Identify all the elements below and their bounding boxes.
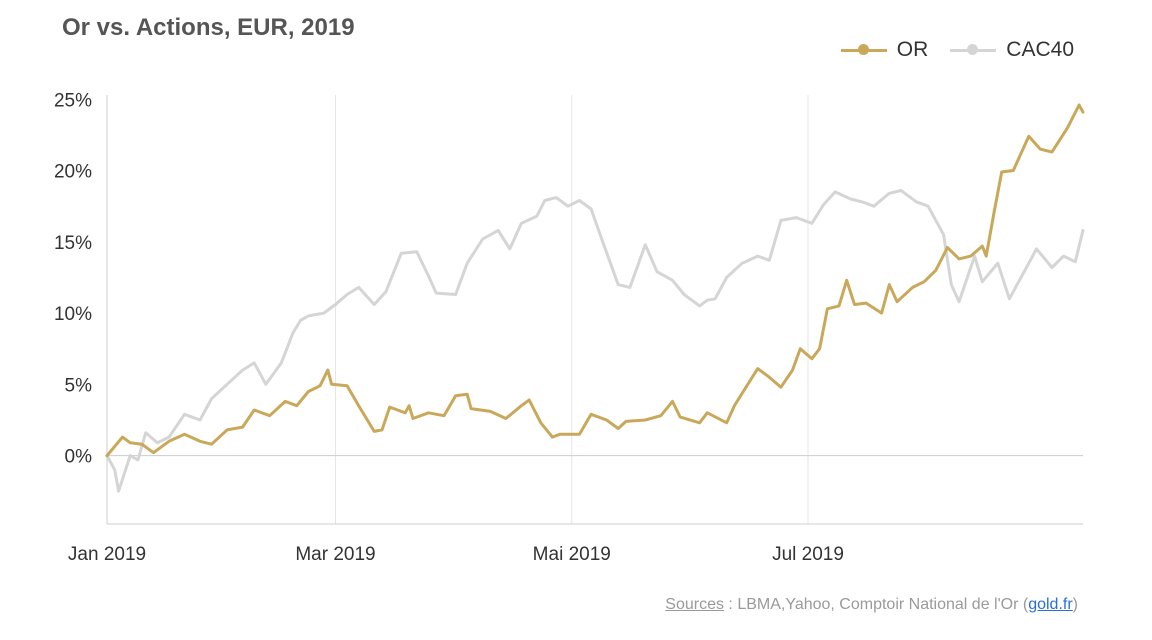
- source-text: : LBMA,Yahoo, Comptoir National de l'Or …: [723, 596, 1029, 613]
- series-lines: [105, 103, 1085, 493]
- legend: OR CAC40: [840, 38, 1074, 62]
- source-close: ): [1072, 596, 1078, 613]
- y-tick-label: 20%: [54, 162, 92, 183]
- y-tick-label: 15%: [54, 233, 92, 254]
- legend-label-or: OR: [896, 38, 929, 61]
- x-tick-label: Jul 2019: [772, 544, 844, 565]
- x-tick-label: Jan 2019: [68, 544, 146, 565]
- y-tick-label: 5%: [65, 375, 93, 396]
- x-tick-label: Mai 2019: [533, 544, 611, 565]
- gold-fr-link[interactable]: gold.fr: [1028, 596, 1073, 613]
- legend-swatch-cac40: [950, 43, 997, 57]
- tick-labels: Jan 2019 Mar 2019 Mai 2019 Jul 2019 0% 5% 10% 1…: [54, 90, 844, 565]
- y-tick-label: 0%: [65, 447, 93, 468]
- legend-item-or[interactable]: OR: [840, 38, 929, 62]
- series-line-or: [105, 103, 1085, 458]
- legend-label-cac40: CAC40: [1006, 38, 1074, 61]
- sources-link[interactable]: Sources: [665, 596, 724, 613]
- legend-swatch-or: [840, 43, 887, 57]
- chart-title: Or vs. Actions, EUR, 2019: [62, 14, 355, 41]
- series-line-cac40: [105, 189, 1085, 493]
- source-note: Sources : LBMA,Yahoo, Comptoir National …: [665, 596, 1078, 614]
- x-tick-label: Mar 2019: [295, 544, 375, 565]
- y-tick-label: 10%: [54, 304, 92, 325]
- grid: [106, 95, 1083, 525]
- y-tick-label: 25%: [54, 90, 92, 111]
- legend-item-cac40[interactable]: CAC40: [950, 38, 1074, 62]
